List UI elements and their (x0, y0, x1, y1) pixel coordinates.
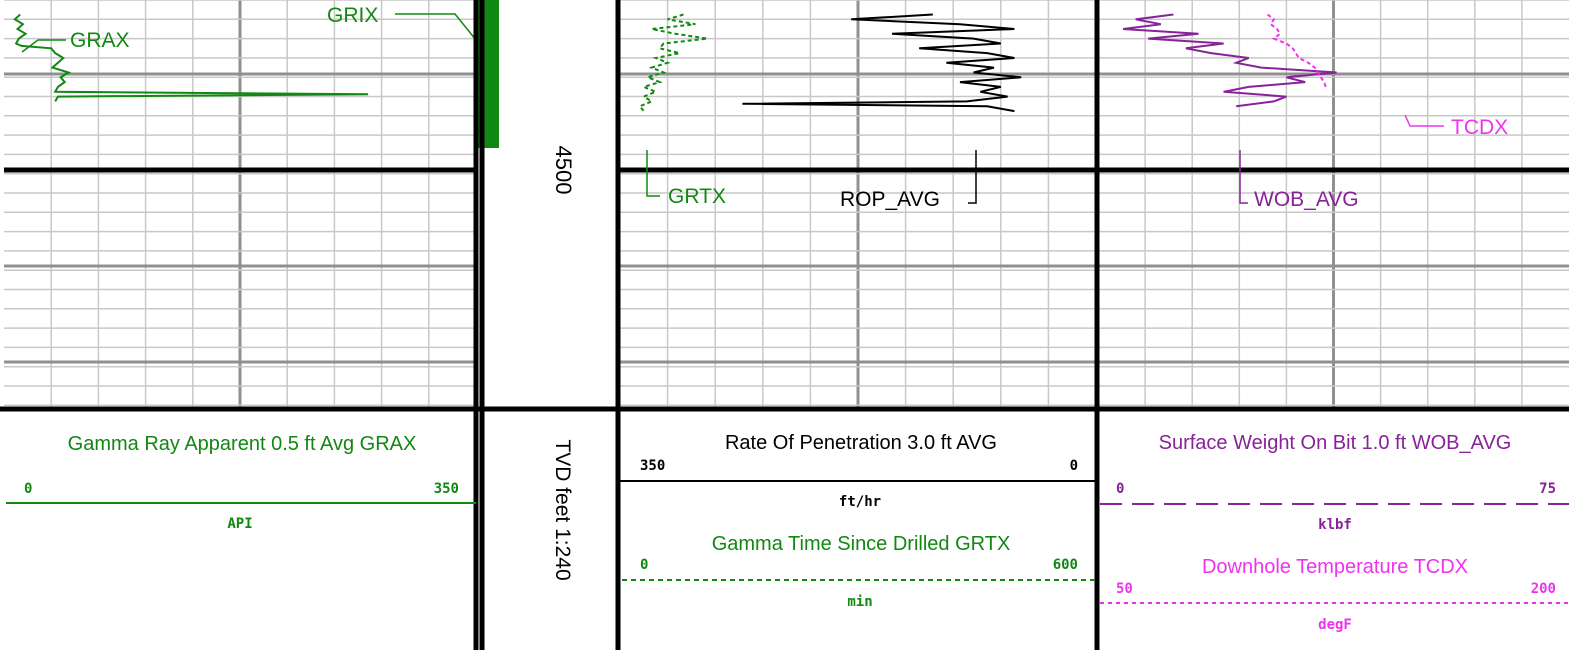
grid-layer (4, 0, 1569, 408)
wob-scale-max: 75 (1539, 481, 1556, 497)
grax-curve (13, 13, 369, 102)
grtx-curve-label: GRTX (668, 185, 726, 208)
grtx-curve (638, 13, 708, 112)
rop-avg-leader (968, 150, 977, 204)
tcdx-title: Downhole Temperature TCDX (1202, 556, 1468, 578)
grtx-scale-min: 0 (640, 557, 648, 573)
grax-unit: API (227, 516, 252, 532)
rop-scale-min: 350 (640, 458, 665, 474)
rop-title: Rate Of Penetration 3.0 ft AVG (725, 432, 997, 454)
grax-scale-min: 0 (24, 481, 32, 497)
wob-title: Surface Weight On Bit 1.0 ft WOB_AVG (1159, 432, 1512, 454)
grtx-leader (646, 150, 660, 197)
grix-leader (395, 13, 477, 41)
tcdx-scale-max: 200 (1531, 581, 1556, 597)
grtx-title: Gamma Time Since Drilled GRTX (712, 533, 1011, 555)
rop-avg-curve (742, 13, 1022, 113)
grax-leader (21, 39, 66, 53)
wob-avg-leader (1239, 150, 1248, 204)
rop-scale-max: 0 (1070, 458, 1078, 474)
rop-avg-curve-label: ROP_AVG (840, 188, 940, 211)
grax-title: Gamma Ray Apparent 0.5 ft Avg GRAX (68, 433, 417, 455)
tcdx-scale-min: 50 (1116, 581, 1133, 597)
grtx-scale-max: 600 (1053, 557, 1078, 573)
grtx-unit: min (847, 594, 872, 610)
tcdx-unit: degF (1318, 617, 1352, 633)
tcdx-curve-label: TCDX (1451, 116, 1508, 139)
grix-curve-label: GRIX (327, 4, 378, 27)
tcdx-curve (1266, 13, 1327, 88)
depth-scale-label: TVD feet 1:240 (551, 439, 574, 580)
grax-curve-label: GRAX (70, 29, 130, 52)
wob-avg-curve (1122, 13, 1337, 108)
curve-labels: GRAX GRIX GRTX ROP_AVG WOB_AVG TCDX (70, 4, 1508, 211)
wob-avg-curve-label: WOB_AVG (1254, 188, 1359, 211)
wob-scale-min: 0 (1116, 481, 1124, 497)
tcdx-leader (1404, 114, 1444, 127)
rop-unit: ft/hr (839, 494, 881, 510)
grax-scale-max: 350 (434, 481, 459, 497)
depth-marker-label: 4500 (551, 146, 576, 195)
wob-unit: klbf (1318, 517, 1352, 533)
curve-layer (13, 0, 1444, 204)
